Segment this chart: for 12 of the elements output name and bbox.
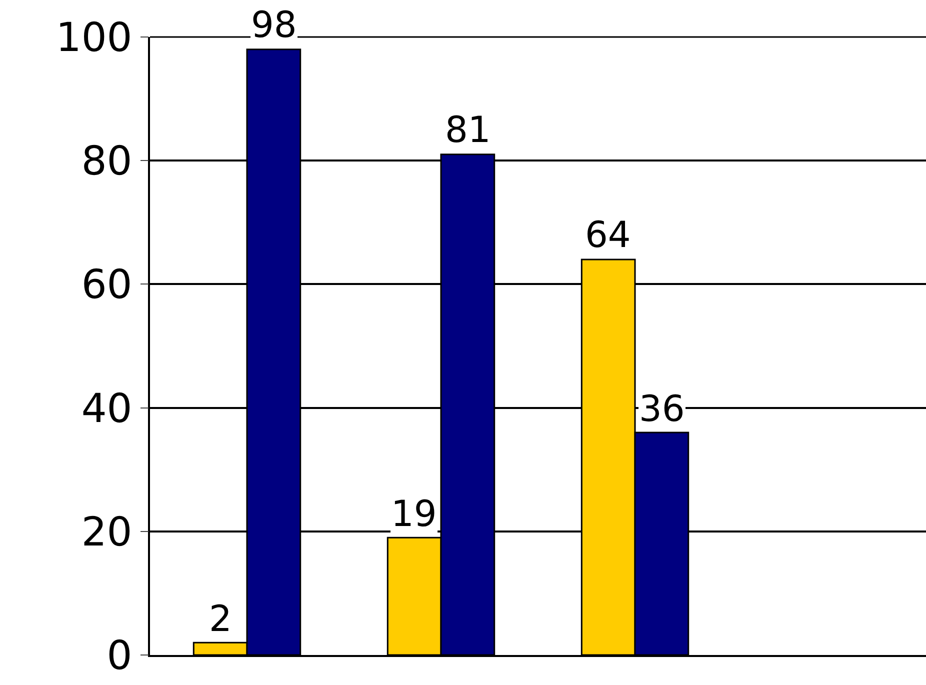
data-label: 19	[391, 494, 437, 535]
data-label: 2	[209, 599, 232, 640]
y-tick-label: 40	[81, 386, 132, 432]
y-tick-label: 0	[106, 633, 132, 679]
data-label: 64	[585, 215, 631, 256]
y-tick-label: 100	[56, 15, 132, 61]
data-label: 81	[445, 110, 491, 151]
y-tick-label: 20	[81, 509, 132, 556]
data-label: 98	[251, 5, 297, 46]
data-label: 36	[639, 389, 685, 430]
y-tick-label: 80	[81, 138, 132, 185]
y-tick-label: 60	[81, 262, 132, 308]
